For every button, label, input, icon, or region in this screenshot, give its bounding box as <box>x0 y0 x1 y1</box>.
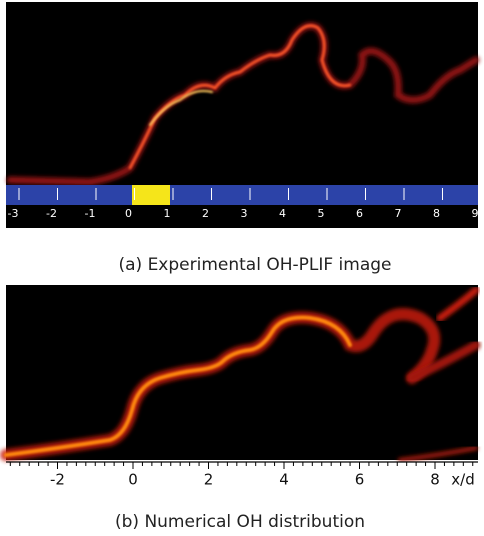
scale-label: 9 <box>472 207 479 220</box>
caption: (b) Numerical OH distribution <box>115 512 365 532</box>
plif-flame <box>6 22 480 186</box>
scale-ticks: -3 -2 -1 0 1 2 3 4 5 6 7 8 9 <box>8 188 482 220</box>
scale-label: -3 <box>8 207 19 220</box>
simulated-flame <box>0 286 481 462</box>
axis-label: 8 <box>430 471 440 489</box>
axis-label: 2 <box>204 471 214 489</box>
scale-label: 3 <box>241 207 248 220</box>
scale-label: 8 <box>433 207 440 220</box>
scale-label: 0 <box>125 207 132 220</box>
axis-label: 4 <box>279 471 289 489</box>
scale-bar <box>6 185 478 205</box>
scale-label: 1 <box>164 207 171 220</box>
scale-label: 4 <box>279 207 286 220</box>
axis-ticks: -2 0 2 4 6 8 <box>9 462 474 489</box>
caption: (a) Experimental OH-PLIF image <box>118 255 391 275</box>
scale-label: 2 <box>202 207 209 220</box>
scale-label: -1 <box>85 207 96 220</box>
scale-label-strip <box>6 205 478 228</box>
axis-label: 0 <box>128 471 138 489</box>
scale-label: 6 <box>356 207 363 220</box>
scale-label: 5 <box>318 207 325 220</box>
axis-label: -2 <box>50 471 65 489</box>
scale-label: 7 <box>395 207 402 220</box>
axis-unit: x/d <box>451 471 474 489</box>
axis-label: 6 <box>355 471 365 489</box>
scale-label: -2 <box>46 207 57 220</box>
scale-highlight <box>132 185 170 205</box>
